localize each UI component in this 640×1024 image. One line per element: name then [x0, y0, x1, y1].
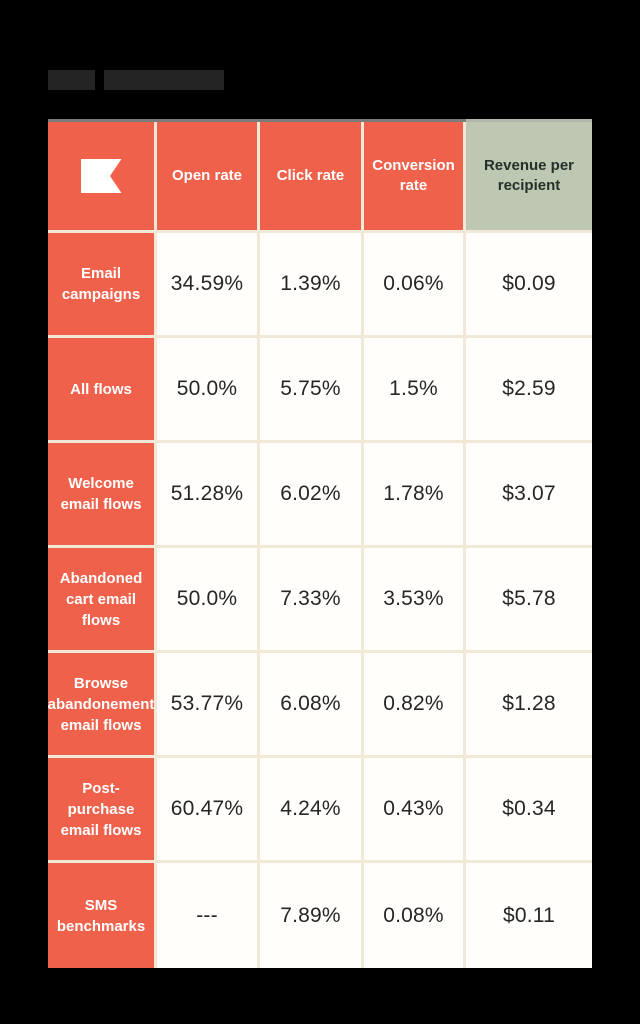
table-cell: 1.5% [364, 338, 463, 440]
table-cell: 5.75% [260, 338, 361, 440]
klaviyo-flag-icon [80, 159, 122, 193]
table-cell: 0.06% [364, 233, 463, 335]
column-header-open-rate: Open rate [157, 122, 257, 230]
row-label-browse-abandonement-email-flows: Browse abandonement email flows [48, 653, 154, 755]
table-cell: 1.39% [260, 233, 361, 335]
table-cell: $5.78 [466, 548, 592, 650]
table-top-border-light-segment [466, 119, 592, 122]
redacted-text-bar [48, 70, 95, 90]
row-label-welcome-email-flows: Welcome email flows [48, 443, 154, 545]
table-cell: 0.82% [364, 653, 463, 755]
table-cell: 60.47% [157, 758, 257, 860]
table-cell: 7.89% [260, 863, 361, 968]
table-top-border-dark-segment [48, 119, 466, 122]
table-cell: 50.0% [157, 548, 257, 650]
redacted-text-bar [104, 70, 224, 90]
table-cell: 34.59% [157, 233, 257, 335]
table-cell: 1.78% [364, 443, 463, 545]
table-cell: 53.77% [157, 653, 257, 755]
table-cell: 0.43% [364, 758, 463, 860]
table-cell: 4.24% [260, 758, 361, 860]
table-cell: 3.53% [364, 548, 463, 650]
row-label-sms-benchmarks: SMS benchmarks [48, 863, 154, 968]
logo-header-cell [48, 122, 154, 230]
table-cell: 6.08% [260, 653, 361, 755]
benchmarks-table: Open rate Click rate Conversion rate Rev… [48, 122, 592, 968]
table-cell: $2.59 [466, 338, 592, 440]
table-cell: $3.07 [466, 443, 592, 545]
table-top-border [48, 119, 592, 122]
column-header-click-rate: Click rate [260, 122, 361, 230]
table-cell: $0.09 [466, 233, 592, 335]
column-header-revenue-per-recipient: Revenue per recipient [466, 122, 592, 230]
row-label-all-flows: All flows [48, 338, 154, 440]
row-label-email-campaigns: Email campaigns [48, 233, 154, 335]
table-cell: $0.11 [466, 863, 592, 968]
table-cell: 50.0% [157, 338, 257, 440]
row-label-abandoned-cart-email-flows: Abandoned cart email flows [48, 548, 154, 650]
table-cell: 6.02% [260, 443, 361, 545]
table-cell: $1.28 [466, 653, 592, 755]
row-label-post-purchase-email-flows: Post-purchase email flows [48, 758, 154, 860]
table-cell: --- [157, 863, 257, 968]
column-header-conversion-rate: Conversion rate [364, 122, 463, 230]
table-cell: 0.08% [364, 863, 463, 968]
table-cell: $0.34 [466, 758, 592, 860]
table-cell: 51.28% [157, 443, 257, 545]
table-cell: 7.33% [260, 548, 361, 650]
